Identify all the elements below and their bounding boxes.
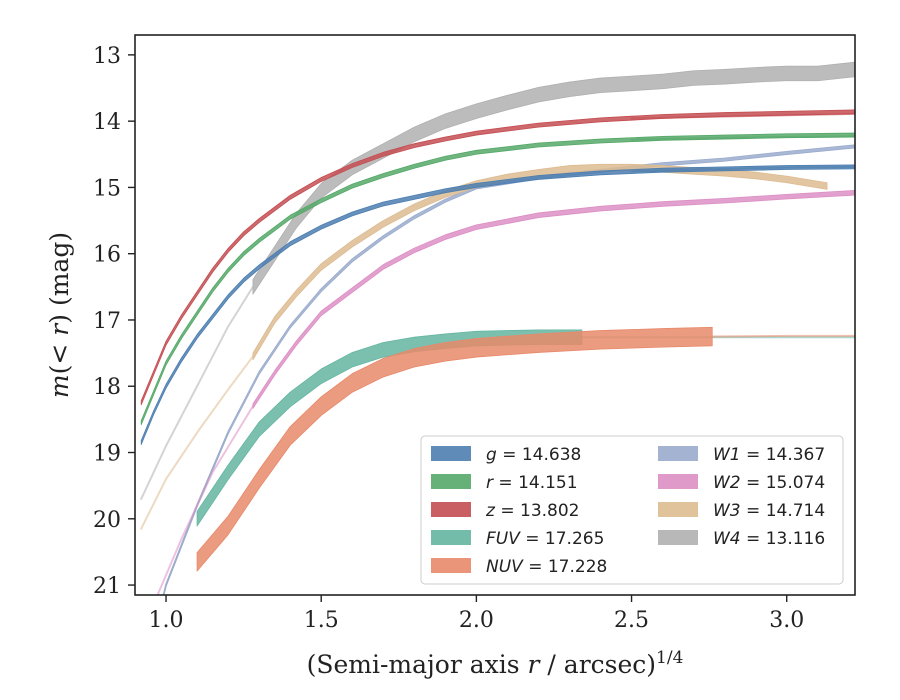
series-g-band	[140, 164, 855, 445]
x-axis-ticks: 1.0 1.5 2.0 2.5 3.0	[149, 595, 804, 633]
legend-swatch-g	[431, 446, 471, 461]
series-w1-band	[162, 144, 855, 595]
legend-swatch-w1	[658, 446, 698, 461]
legend-swatch-r	[431, 474, 471, 489]
y-tick-label: 15	[93, 176, 121, 201]
x-tick-label: 3.0	[769, 608, 804, 633]
legend-label-nuv: NUV = 17.228	[486, 557, 607, 577]
y-tick-label: 14	[93, 110, 121, 135]
legend: g = 14.638 r = 14.151 z = 13.802 FUV = 17.2…	[420, 435, 844, 585]
legend-label-w4: W4 = 13.116	[713, 529, 825, 549]
series-nuv-faint-line	[711, 334, 855, 338]
y-axis-ticks: 13 14 15 16 17 18 19 20 21	[93, 44, 135, 599]
series-w4-faint-line	[140, 285, 254, 500]
y-tick-label: 20	[93, 508, 121, 533]
x-axis-label: (Semi-major axis r / arcsec)1/4	[307, 648, 684, 679]
plot-frame	[134, 34, 856, 596]
plot-area	[140, 61, 855, 595]
legend-swatch-w3	[658, 502, 698, 517]
legend-label-g: g = 14.638	[486, 445, 581, 465]
legend-label-fuv: FUV = 17.265	[486, 529, 604, 549]
x-tick-label: 1.0	[149, 608, 184, 633]
legend-label-z: z = 13.802	[485, 501, 579, 521]
y-tick-label: 19	[93, 442, 121, 467]
x-tick-label: 1.5	[304, 608, 339, 633]
y-tick-label: 13	[93, 44, 121, 69]
y-axis-label: m(< r) (mag)	[45, 232, 74, 398]
series-r-band	[140, 132, 855, 426]
series-w3-faint-line	[140, 355, 254, 530]
series-w2-faint-line	[156, 405, 254, 595]
legend-swatch-w2	[658, 474, 698, 489]
legend-label-w1: W1 = 14.367	[713, 445, 825, 465]
y-tick-label: 21	[93, 574, 121, 599]
legend-swatch-w4	[658, 530, 698, 545]
legend-swatch-nuv	[431, 558, 471, 573]
legend-swatch-z	[431, 502, 471, 517]
series-z-band	[140, 109, 855, 406]
x-tick-label: 2.5	[614, 608, 649, 633]
series-nuv-band	[196, 326, 713, 572]
legend-label-w2: W2 = 15.074	[713, 473, 825, 493]
series-w4-band	[252, 61, 855, 295]
y-tick-label: 18	[93, 375, 121, 400]
x-tick-label: 2.0	[459, 608, 494, 633]
legend-label-w3: W3 = 14.714	[713, 501, 825, 521]
y-tick-label: 16	[93, 243, 121, 268]
y-tick-label: 17	[93, 309, 121, 334]
series-w2-band	[252, 190, 855, 409]
legend-label-r: r = 14.151	[486, 473, 578, 493]
legend-box	[420, 435, 844, 585]
legend-swatch-fuv	[431, 530, 471, 545]
